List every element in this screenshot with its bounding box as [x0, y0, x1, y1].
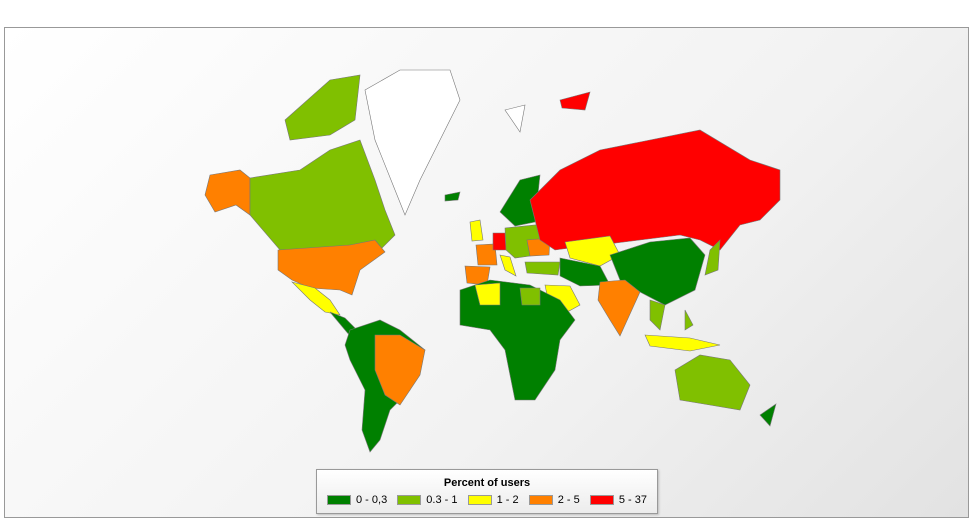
region-egypt[interactable]: Egypt	[519, 287, 541, 306]
region-italy[interactable]: Italy	[499, 254, 517, 277]
legend-swatch	[467, 495, 492, 505]
region-russian-arctic-islands[interactable]: Russian Arctic Islands	[559, 91, 591, 111]
legend-item: 5 - 37	[589, 494, 647, 506]
region-indonesia[interactable]: Indonesia	[644, 334, 721, 352]
region-canada[interactable]: Canada	[249, 139, 396, 251]
region-mexico[interactable]: Mexico	[291, 281, 341, 316]
region-algeria[interactable]: Algeria	[474, 282, 501, 306]
region-svalbard[interactable]: Svalbard	[504, 104, 526, 133]
legend-swatch	[528, 495, 553, 505]
legend-item: 0 - 0,3	[327, 494, 387, 506]
region-southeast-asia[interactable]: Southeast Asia	[649, 299, 666, 331]
legend-label: 1 - 2	[496, 494, 519, 506]
region-germany[interactable]: Germany	[492, 232, 507, 251]
legend-label: 0.3 - 1	[426, 494, 458, 506]
legend: Percent of users 0 - 0,3 0.3 - 1 1 - 2 2 - …	[316, 469, 658, 514]
legend-label: 0 - 0,3	[356, 494, 388, 506]
region-turkey[interactable]: Turkey	[524, 261, 561, 276]
region-philippines[interactable]: Philippines	[684, 309, 694, 331]
region-australia[interactable]: Australia	[674, 354, 751, 411]
region-brazil[interactable]: Brazil	[374, 334, 426, 406]
region-central-asia[interactable]: Central Asia	[559, 257, 611, 287]
region-india[interactable]: India	[597, 279, 641, 337]
legend-item: 1 - 2	[467, 494, 519, 506]
legend-label: 2 - 5	[557, 494, 580, 506]
region-new-zealand[interactable]: New Zealand	[759, 403, 777, 427]
legend-item: 2 - 5	[528, 494, 580, 506]
region-russia[interactable]: Russia	[529, 129, 781, 251]
region-kazakhstan[interactable]: Kazakhstan	[564, 235, 621, 267]
region-united-kingdom[interactable]: United Kingdom	[469, 219, 484, 242]
legend-swatch	[589, 495, 614, 505]
legend-item: 0.3 - 1	[397, 494, 457, 506]
legend-swatch	[327, 495, 351, 505]
region-alaska-usa-[interactable]: Alaska (USA)	[204, 169, 251, 216]
region-canadian-arctic[interactable]: Canadian Arctic	[284, 74, 361, 141]
legend-label: 5 - 37	[618, 494, 647, 506]
region-iceland[interactable]: Iceland	[444, 191, 461, 202]
legend-swatch	[397, 495, 422, 505]
region-france[interactable]: France	[475, 243, 498, 266]
region-japan[interactable]: Japan	[704, 239, 721, 276]
legend-title: Percent of users	[443, 477, 531, 489]
region-africa[interactable]: Africa	[459, 279, 576, 401]
region-united-states[interactable]: United States	[277, 239, 386, 296]
region-greenland[interactable]: Greenland	[364, 69, 461, 216]
